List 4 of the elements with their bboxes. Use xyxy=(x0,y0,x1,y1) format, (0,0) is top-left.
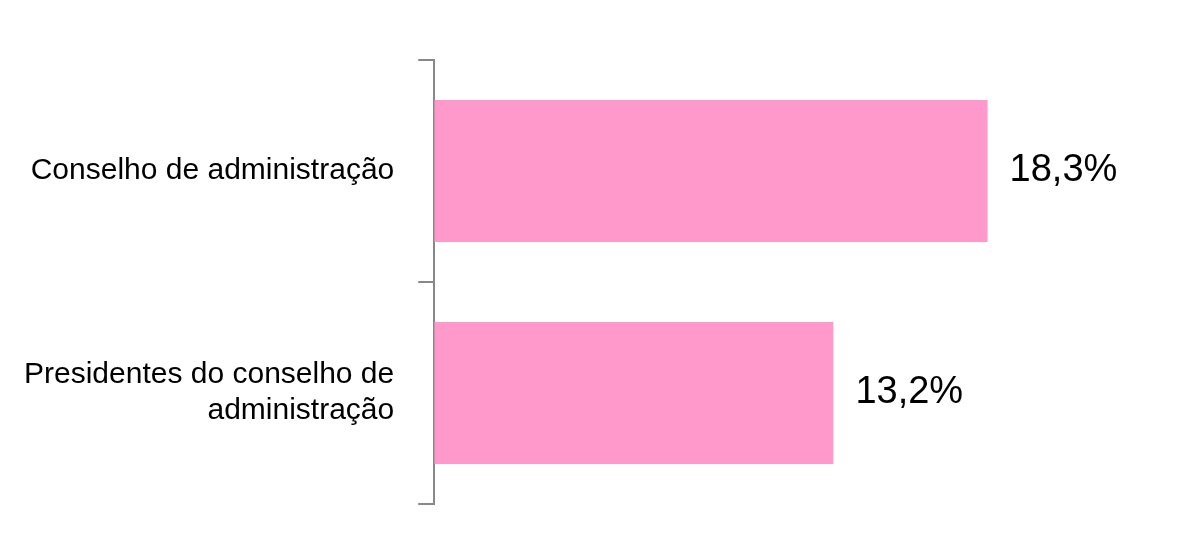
y-tick-label: Presidentes do conselho de administração xyxy=(23,356,395,426)
data-label: 13,2% xyxy=(855,369,964,412)
data-label: 18,3% xyxy=(1009,147,1118,190)
y-tick-label: Conselho de administração xyxy=(30,152,395,186)
